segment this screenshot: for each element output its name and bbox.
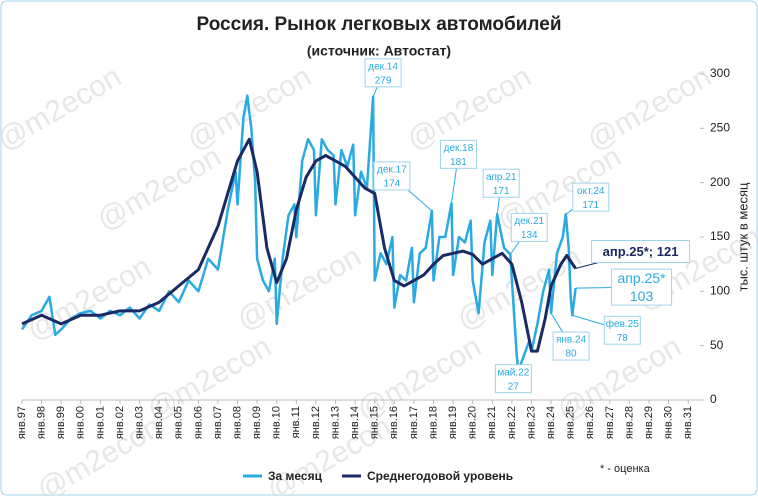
x-tick-label: янв.06 (192, 406, 204, 439)
x-tick-label: янв.25 (565, 406, 577, 439)
x-tick-label: янв.03 (133, 406, 145, 439)
x-tick-label: янв.17 (408, 406, 420, 439)
x-tick-label: янв.98 (36, 406, 48, 439)
annotation-label: дек.17 (377, 165, 407, 176)
x-tick-label: янв.28 (623, 406, 635, 439)
annotation-value: 174 (384, 179, 401, 190)
y-tick-label: 0 (710, 392, 717, 406)
annotation-text: апр.25*; 121 (603, 244, 679, 259)
x-tick-label: янв.16 (388, 406, 400, 439)
legend-label: За месяц (268, 469, 323, 483)
annotation-box (591, 240, 691, 264)
x-tick-label: янв.09 (251, 406, 263, 439)
x-tick-label: янв.20 (467, 406, 479, 439)
y-tick-label: 100 (710, 284, 730, 298)
annotation-label: май.22 (497, 367, 529, 378)
y-axis-label: тыс. штук в месяц (735, 182, 750, 292)
annotation-box (364, 58, 402, 88)
x-tick-label: янв.30 (663, 406, 675, 439)
annotation-value: 78 (617, 333, 629, 344)
x-tick-label: янв.23 (525, 406, 537, 439)
x-tick-label: янв.31 (682, 406, 694, 439)
annotation-label: окт.24 (577, 186, 605, 197)
y-tick-label: 150 (710, 229, 730, 243)
chart-subtitle: (источник: Автостат) (307, 43, 451, 59)
x-tick-label: янв.10 (271, 406, 283, 439)
annotation-label: фев.25 (606, 318, 639, 330)
annotation-value: 80 (566, 349, 578, 360)
annotation-value: 134 (521, 230, 538, 241)
x-tick-label: янв.21 (486, 406, 498, 439)
x-tick-label: янв.00 (75, 406, 87, 439)
series-line (21, 137, 577, 353)
annotation-box (572, 182, 610, 212)
x-tick-label: янв.14 (349, 406, 361, 439)
annotation-label: апр.25* (618, 270, 667, 286)
annotation-value: 181 (450, 157, 467, 168)
y-tick-label: 200 (710, 175, 730, 189)
legend-label: Среднегодовой уровень (367, 469, 513, 483)
x-tick-label: янв.27 (604, 406, 616, 439)
footnote: * - оценка (600, 463, 651, 475)
x-tick-label: янв.02 (114, 406, 126, 439)
annotation-box (482, 168, 520, 198)
annotation-box (552, 331, 590, 361)
x-tick-label: янв.01 (94, 406, 106, 439)
annotation-value: 27 (508, 381, 520, 392)
x-tick-label: янв.99 (55, 406, 67, 439)
annotation-box (510, 212, 548, 242)
x-tick-label: янв.22 (506, 406, 518, 439)
x-tick-label: янв.18 (427, 406, 439, 439)
annotation-value: 171 (493, 186, 510, 197)
x-tick-label: янв.29 (643, 406, 655, 439)
x-tick-label: янв.15 (369, 406, 381, 439)
annotation-box (611, 268, 673, 306)
x-tick-label: янв.07 (212, 406, 224, 439)
x-tick-label: янв.08 (231, 406, 243, 439)
y-tick-label: 300 (710, 66, 730, 80)
x-tick-label: янв.05 (173, 406, 185, 439)
annotation-box (603, 315, 641, 345)
annotation-label: янв.24 (556, 335, 587, 346)
annotation-label: дек.18 (444, 143, 474, 154)
annotation-box (439, 139, 477, 169)
x-tick-label: янв.26 (584, 406, 596, 439)
annotation-value: 279 (375, 75, 392, 86)
annotation-label: апр.21 (486, 172, 517, 183)
x-tick-label: янв.11 (290, 406, 302, 438)
annotation-value: 103 (630, 288, 654, 304)
annotation-value: 171 (582, 200, 599, 211)
x-tick-label: янв.12 (310, 406, 322, 439)
x-tick-label: янв.19 (447, 406, 459, 439)
y-tick-label: 50 (710, 338, 724, 352)
annotation-label: дек.14 (368, 61, 398, 72)
x-tick-label: янв.97 (16, 406, 28, 439)
annotation-box (494, 364, 532, 394)
x-tick-label: янв.04 (153, 406, 165, 439)
chart-title: Россия. Рынок легковых автомобилей (197, 14, 562, 35)
annotation-label: дек.21 (514, 216, 544, 227)
y-tick-label: 250 (710, 121, 730, 135)
annotation-box (373, 161, 411, 191)
x-tick-label: янв.13 (329, 406, 341, 439)
x-tick-label: янв.24 (545, 406, 557, 439)
